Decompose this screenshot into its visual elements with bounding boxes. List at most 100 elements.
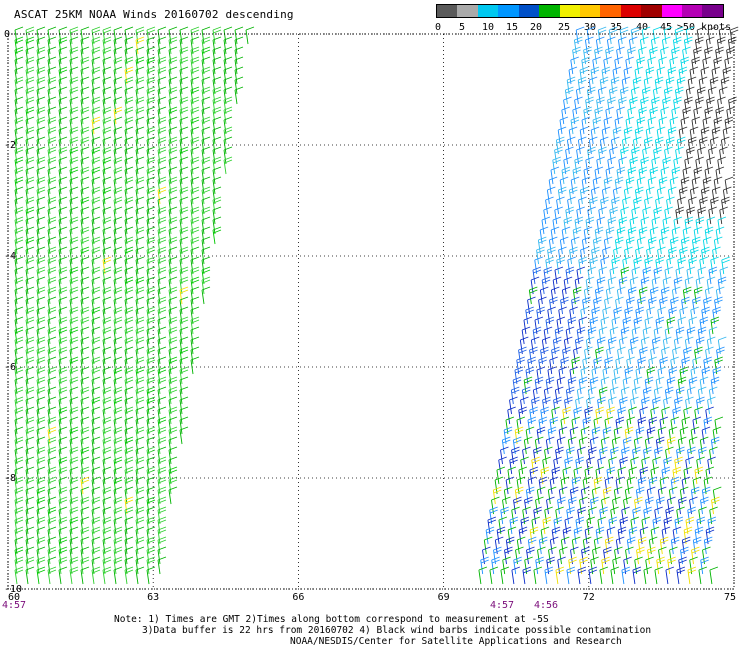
wind-barb bbox=[157, 286, 167, 305]
wind-barb bbox=[91, 446, 101, 465]
wind-barb bbox=[113, 506, 123, 525]
wind-barb bbox=[584, 346, 593, 365]
wind-barb bbox=[579, 126, 589, 145]
wind-barb bbox=[707, 516, 717, 535]
swath-time-east: 4:57 bbox=[490, 600, 515, 611]
wind-barb bbox=[69, 296, 79, 315]
wind-barb bbox=[553, 456, 562, 475]
wind-barb bbox=[714, 416, 724, 435]
x-tick-label: 75 bbox=[723, 592, 737, 603]
wind-barb bbox=[586, 86, 596, 105]
wind-barb bbox=[665, 446, 674, 465]
wind-barb bbox=[604, 356, 613, 375]
wind-barb bbox=[91, 56, 101, 75]
wind-barb bbox=[91, 106, 101, 125]
wind-barb bbox=[663, 86, 673, 105]
wind-barb bbox=[135, 216, 145, 235]
wind-barb bbox=[201, 236, 211, 255]
wind-barb bbox=[493, 546, 502, 565]
wind-barb bbox=[618, 336, 628, 355]
wind-barb bbox=[570, 116, 580, 135]
wind-barb bbox=[703, 476, 713, 495]
wind-barb bbox=[689, 496, 698, 515]
wind-barb bbox=[555, 136, 565, 155]
wind-barb bbox=[201, 86, 211, 105]
wind-barb bbox=[69, 546, 79, 565]
wind-barb bbox=[124, 196, 134, 215]
wind-barb bbox=[25, 416, 35, 435]
wind-barb bbox=[672, 346, 681, 365]
wind-barb bbox=[634, 496, 643, 515]
wind-barb bbox=[533, 446, 542, 465]
wind-barb bbox=[564, 516, 574, 535]
wind-barb bbox=[179, 356, 189, 375]
wind-barb bbox=[36, 436, 46, 455]
wind-barb bbox=[113, 256, 123, 275]
wind-barb bbox=[702, 56, 711, 75]
wind-barb bbox=[514, 426, 524, 445]
wind-barb bbox=[574, 276, 584, 295]
wind-barb bbox=[179, 316, 189, 335]
wind-barb bbox=[526, 546, 535, 565]
wind-barb bbox=[557, 556, 566, 575]
wind-barb bbox=[146, 236, 156, 255]
wind-barb bbox=[113, 186, 123, 205]
wind-barb bbox=[69, 276, 79, 295]
wind-barb bbox=[609, 146, 618, 165]
wind-barb bbox=[651, 216, 661, 235]
wind-barb bbox=[69, 346, 79, 365]
wind-barb bbox=[623, 126, 633, 145]
wind-barb bbox=[47, 206, 57, 225]
wind-barb bbox=[535, 496, 544, 515]
wind-barb bbox=[621, 76, 631, 95]
wind-barb bbox=[91, 276, 101, 295]
wind-barb bbox=[124, 236, 134, 255]
wind-barb bbox=[579, 496, 588, 515]
wind-barb bbox=[695, 276, 705, 295]
wind-barb bbox=[47, 26, 57, 45]
wind-barb bbox=[591, 486, 601, 505]
wind-barb bbox=[670, 416, 680, 435]
wind-barb bbox=[574, 336, 584, 355]
wind-barb bbox=[113, 306, 123, 325]
wind-barb bbox=[135, 66, 145, 85]
wind-barb bbox=[637, 416, 647, 435]
wind-barb bbox=[632, 446, 641, 465]
wind-barb bbox=[721, 256, 730, 275]
wind-barb bbox=[538, 356, 547, 375]
wind-barb bbox=[14, 306, 24, 325]
wind-barb bbox=[25, 516, 35, 535]
wind-barb bbox=[629, 336, 639, 355]
wind-barb bbox=[190, 286, 200, 305]
wind-barb bbox=[212, 166, 222, 185]
wind-barb bbox=[690, 306, 699, 325]
wind-barb bbox=[179, 416, 189, 435]
wind-barb bbox=[102, 96, 112, 115]
wind-barb bbox=[102, 546, 112, 565]
wind-barb bbox=[589, 316, 599, 335]
wind-barb bbox=[676, 136, 686, 155]
wind-barb bbox=[14, 406, 24, 425]
wind-barb bbox=[47, 196, 57, 215]
wind-barb bbox=[190, 346, 200, 365]
wind-barb bbox=[662, 276, 672, 295]
wind-barb bbox=[36, 426, 46, 445]
wind-barb bbox=[717, 336, 727, 355]
wind-barb bbox=[223, 86, 233, 105]
wind-barb bbox=[606, 406, 615, 425]
wind-barb bbox=[36, 326, 46, 345]
wind-barb bbox=[542, 516, 552, 535]
wind-barb bbox=[542, 396, 551, 415]
wind-barb bbox=[568, 126, 578, 145]
wind-barb bbox=[157, 546, 167, 565]
wind-barb bbox=[637, 536, 647, 555]
wind-barb bbox=[135, 86, 145, 105]
wind-barb bbox=[91, 96, 101, 115]
wind-barb bbox=[190, 96, 200, 115]
wind-barb bbox=[135, 286, 145, 305]
wind-barb bbox=[69, 156, 79, 175]
wind-barb bbox=[58, 256, 68, 275]
wind-barb bbox=[516, 476, 526, 495]
wind-barb bbox=[683, 406, 692, 425]
wind-barb bbox=[602, 426, 612, 445]
